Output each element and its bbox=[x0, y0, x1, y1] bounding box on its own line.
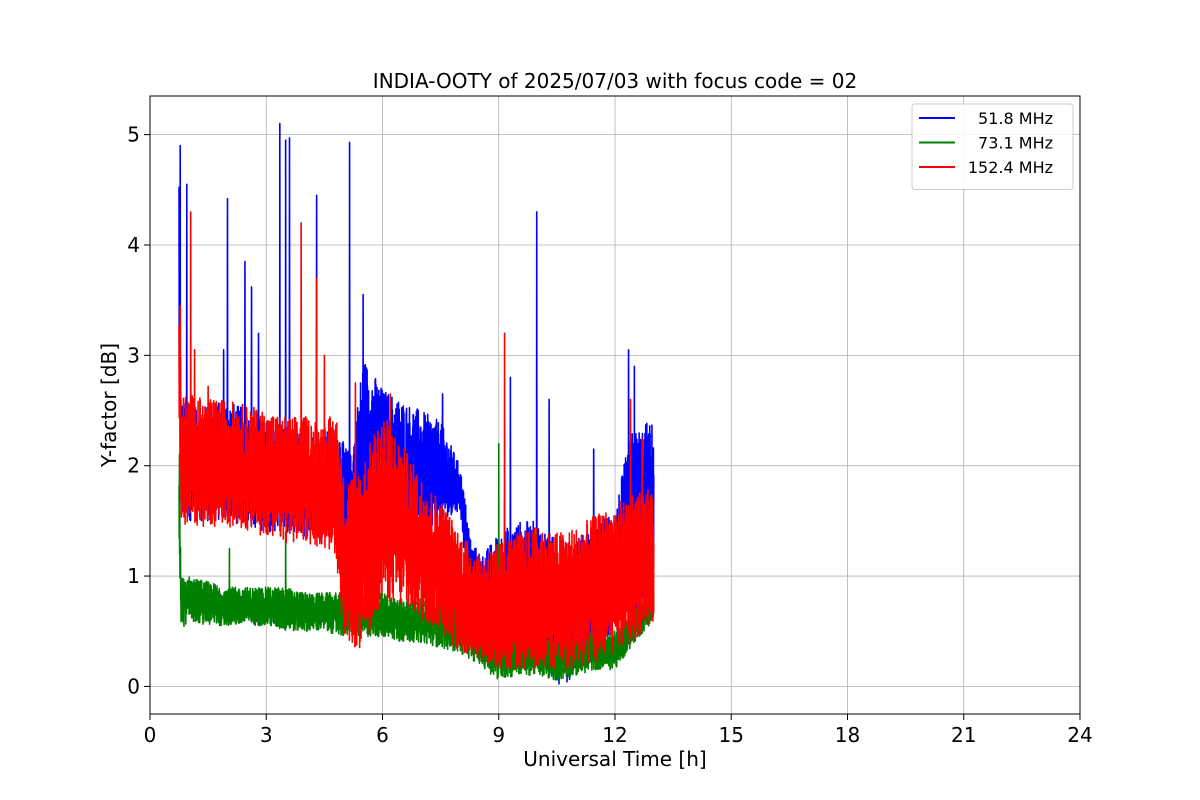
y-axis-ticks: 0 1 2 3 4 5 bbox=[127, 123, 150, 698]
legend-label-0: 51.8 MHz bbox=[978, 109, 1053, 128]
y-tick-label: 3 bbox=[127, 343, 140, 367]
x-tick-label: 9 bbox=[492, 723, 505, 747]
y-axis-title: Y-factor [dB] bbox=[97, 343, 121, 468]
y-tick-label: 5 bbox=[127, 123, 140, 147]
x-tick-label: 24 bbox=[1067, 723, 1092, 747]
legend: 51.8 MHz 73.1 MHz 152.4 MHz bbox=[911, 103, 1074, 190]
y-tick-label: 4 bbox=[127, 233, 140, 257]
legend-box bbox=[911, 103, 1074, 190]
y-tick-label: 1 bbox=[127, 564, 140, 588]
series-line-2 bbox=[178, 211, 655, 670]
y-tick-label: 0 bbox=[127, 674, 140, 698]
x-tick-label: 0 bbox=[144, 723, 157, 747]
x-tick-label: 18 bbox=[835, 723, 860, 747]
x-tick-label: 3 bbox=[260, 723, 273, 747]
y-tick-label: 2 bbox=[127, 454, 140, 478]
x-tick-label: 21 bbox=[951, 723, 976, 747]
series-layer bbox=[178, 122, 655, 685]
legend-label-1: 73.1 MHz bbox=[978, 134, 1053, 153]
x-tick-label: 15 bbox=[719, 723, 744, 747]
legend-label-2: 152.4 MHz bbox=[968, 158, 1053, 177]
x-tick-label: 12 bbox=[602, 723, 627, 747]
chart-title: INDIA-OOTY of 2025/07/03 with focus code… bbox=[373, 69, 857, 93]
x-tick-label: 6 bbox=[376, 723, 389, 747]
x-axis-ticks: 0 3 6 9 12 15 18 21 24 bbox=[144, 714, 1093, 747]
x-axis-title: Universal Time [h] bbox=[523, 747, 706, 771]
